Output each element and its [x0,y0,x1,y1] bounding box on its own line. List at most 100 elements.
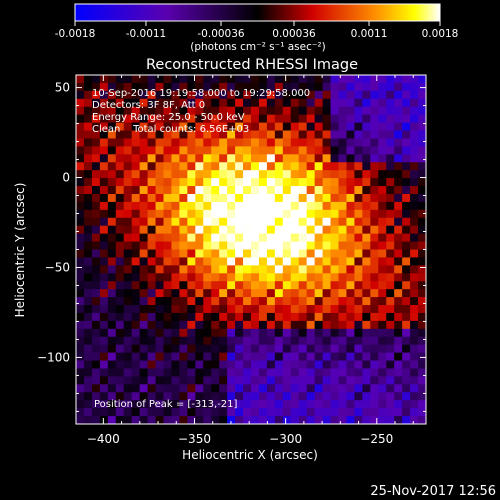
heatmap-cell [298,106,308,116]
heatmap-cell [370,225,379,235]
heatmap-cell [346,312,355,322]
heatmap-cell [298,217,308,227]
heatmap-cell [211,273,220,282]
heatmap-cell [274,360,284,369]
heatmap-cell [410,400,419,409]
heatmap-cell [362,392,371,401]
heatmap-cell [410,281,419,290]
heatmap-cell [211,392,220,401]
heatmap-cell [258,241,268,250]
heatmap-cell [346,344,355,354]
heatmap-cell [99,328,109,338]
heatmap-cell [290,328,300,338]
heatmap-cell [354,217,363,227]
heatmap-cell [91,368,101,377]
heatmap-cell [251,162,260,171]
heatmap-cell [410,408,419,417]
heatmap-cell [266,376,276,385]
heatmap-cell [330,320,339,330]
heatmap-cell [338,225,347,235]
heatmap-cell [314,193,323,203]
heatmap-cell [91,241,101,250]
heatmap-cell [314,400,323,409]
heatmap-cell [163,122,172,131]
heatmap-cell [115,352,125,361]
heatmap-cell [402,217,411,227]
heatmap-cell [338,320,347,330]
heatmap-cell [203,336,212,346]
heatmap-cell [235,209,244,219]
heatmap-cell [394,98,403,108]
heatmap-cell [147,336,156,346]
heatmap-cell [163,416,172,425]
heatmap-cell [227,217,236,227]
heatmap-cell [258,416,268,425]
heatmap-cell [187,249,196,258]
heatmap-cell [394,281,403,290]
heatmap-cell [131,178,141,187]
heatmap-cell [219,233,228,242]
heatmap-cell [187,233,196,242]
heatmap-cell [354,297,363,306]
heatmap-cell [418,360,427,369]
heatmap-cell [203,154,212,163]
heatmap-cell [282,281,292,290]
heatmap-cell [99,193,109,203]
heatmap-cell [195,305,204,314]
heatmap-cell [362,75,371,84]
heatmap-cell [330,201,339,211]
heatmap-cell [131,289,141,298]
heatmap-cell [274,408,284,417]
heatmap-cell [107,336,117,346]
heatmap-cell [147,154,156,163]
heatmap-cell [99,344,109,354]
heatmap-cell [76,201,85,211]
heatmap-cell [274,225,284,235]
heatmap-cell [187,193,196,203]
heatmap-cell [370,344,379,354]
heatmap-cell [258,344,268,354]
heatmap-cell [298,186,308,195]
heatmap-cell [418,225,427,235]
heatmap-cell [258,209,268,219]
heatmap-cell [338,273,347,282]
heatmap-cell [386,368,395,377]
heatmap-cell [322,170,331,179]
heatmap-cell [370,320,379,330]
heatmap-cell [139,281,148,290]
heatmap-cell [338,201,347,211]
heatmap-cell [235,368,244,377]
heatmap-cell [298,146,308,155]
heatmap-cell [362,154,371,163]
heatmap-cell [370,90,379,100]
heatmap-cell [282,209,292,219]
heatmap-cell [99,217,109,227]
heatmap-cell [235,138,244,147]
heatmap-cell [314,154,323,163]
heatmap-cell [298,82,308,92]
heatmap-cell [115,114,125,123]
heatmap-cell [235,376,244,385]
heatmap-cell [115,233,125,242]
heatmap-cell [131,193,141,203]
heatmap-cell [290,146,300,155]
heatmap-cell [179,273,188,282]
heatmap-cell [410,146,419,155]
heatmap-cell [155,305,164,314]
heatmap-cell [362,281,371,290]
heatmap-cell [290,241,300,250]
heatmap-cell [370,209,379,219]
heatmap-cell [306,328,316,338]
heatmap-cell [266,265,276,274]
heatmap-cell [370,305,379,314]
heatmap-cell [314,360,323,369]
heatmap-cell [251,352,260,361]
heatmap-cell [171,289,180,298]
heatmap-cell [195,106,204,116]
heatmap-cell [211,90,220,100]
heatmap-cell [179,344,188,354]
heatmap-cell [274,376,284,385]
heatmap-cell [115,297,125,306]
heatmap-cell [274,400,284,409]
heatmap-cell [282,408,292,417]
